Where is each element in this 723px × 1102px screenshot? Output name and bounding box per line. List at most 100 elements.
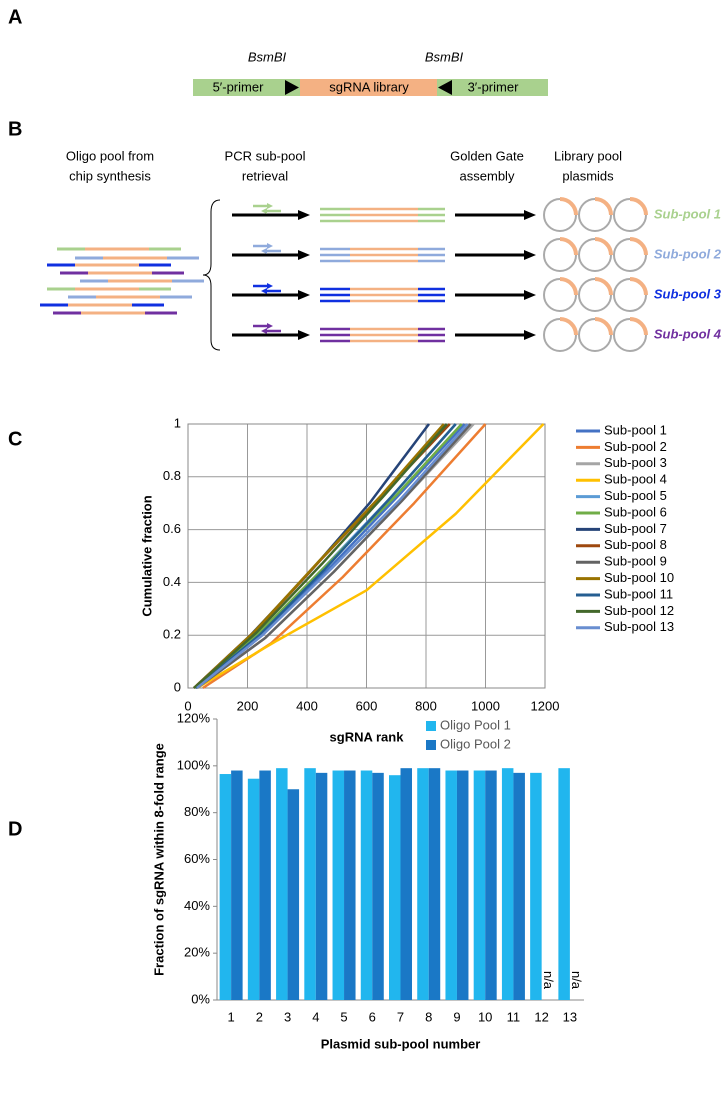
plasmid-insert bbox=[629, 237, 648, 256]
bar bbox=[276, 768, 288, 1000]
bar bbox=[304, 768, 316, 1000]
y-tick-label: 1 bbox=[174, 415, 181, 430]
step-heading: Library pool bbox=[554, 148, 622, 163]
series-line bbox=[196, 423, 472, 690]
bar bbox=[315, 772, 328, 1000]
y-tick-label: 100% bbox=[177, 757, 211, 772]
x-tick-label: 10 bbox=[478, 1009, 492, 1024]
primer-head bbox=[261, 248, 267, 254]
panel-label: C bbox=[8, 428, 22, 450]
x-tick-label: 3 bbox=[284, 1009, 291, 1024]
bar bbox=[219, 774, 232, 1000]
restriction-site: BsmBI bbox=[425, 49, 464, 64]
bar bbox=[513, 772, 525, 1000]
x-axis-title: sgRNA rank bbox=[330, 729, 405, 744]
bar bbox=[231, 770, 243, 1000]
primer-label: 5′-primer bbox=[213, 79, 265, 94]
bar bbox=[247, 778, 260, 1000]
bar bbox=[456, 770, 469, 1000]
primer-head bbox=[261, 288, 267, 294]
bar bbox=[344, 770, 356, 1000]
primer-head bbox=[261, 208, 267, 214]
site-marker bbox=[438, 80, 452, 95]
library-box bbox=[300, 79, 437, 96]
bar bbox=[259, 770, 271, 1000]
legend-label: Sub-pool 9 bbox=[604, 554, 667, 569]
bar bbox=[485, 770, 497, 1000]
x-tick-label: 800 bbox=[415, 698, 437, 713]
y-tick-label: 0 bbox=[174, 679, 181, 694]
plasmid-insert bbox=[629, 317, 648, 336]
legend-label: Sub-pool 5 bbox=[604, 488, 667, 503]
x-tick-label: 1 bbox=[227, 1009, 234, 1024]
step-heading: assembly bbox=[460, 168, 515, 183]
arrow-head bbox=[298, 210, 310, 220]
legend-swatch bbox=[426, 740, 436, 750]
bar bbox=[287, 789, 300, 1000]
site-marker bbox=[285, 80, 299, 95]
x-tick-label: 4 bbox=[312, 1009, 319, 1024]
bar bbox=[428, 768, 441, 1000]
x-tick-label: 7 bbox=[397, 1009, 404, 1024]
arrow-head bbox=[298, 250, 310, 260]
bar bbox=[372, 772, 384, 1000]
y-axis-title: Fraction of sgRNA within 8-fold range bbox=[151, 743, 166, 976]
x-tick-label: 6 bbox=[369, 1009, 376, 1024]
bar bbox=[417, 768, 429, 1000]
y-tick-label: 120% bbox=[177, 710, 211, 725]
plasmid-insert bbox=[629, 197, 648, 216]
bar bbox=[445, 770, 457, 1000]
series-line bbox=[193, 423, 463, 689]
x-tick-label: 600 bbox=[356, 698, 378, 713]
primer-head bbox=[261, 328, 267, 334]
series-line bbox=[193, 423, 430, 689]
step-heading: chip synthesis bbox=[69, 168, 151, 183]
x-axis-title: Plasmid sub-pool number bbox=[321, 1036, 481, 1051]
subpool-label: Sub-pool 1 bbox=[654, 206, 721, 221]
legend-label: Oligo Pool 2 bbox=[440, 736, 511, 751]
panel-label: D bbox=[8, 818, 22, 840]
legend-label: Sub-pool 3 bbox=[604, 455, 667, 470]
bar bbox=[360, 770, 373, 1000]
y-tick-label: 40% bbox=[184, 898, 210, 913]
arrow-head bbox=[298, 290, 310, 300]
library-label: sgRNA library bbox=[329, 79, 409, 94]
arrow-head bbox=[524, 210, 536, 220]
plasmid-insert bbox=[594, 317, 613, 336]
primer-head bbox=[267, 243, 273, 249]
plot-frame bbox=[187, 423, 546, 689]
bar bbox=[332, 770, 345, 1000]
series-line bbox=[193, 423, 448, 689]
arrow-head bbox=[524, 250, 536, 260]
bar bbox=[530, 772, 542, 1000]
arrow-head bbox=[524, 290, 536, 300]
y-tick-label: 20% bbox=[184, 945, 210, 960]
legend-label: Sub-pool 1 bbox=[604, 422, 667, 437]
subpool-label: Sub-pool 3 bbox=[654, 286, 722, 301]
step-heading: retrieval bbox=[242, 168, 288, 183]
primer-box bbox=[193, 79, 300, 96]
bar bbox=[389, 775, 401, 1000]
restriction-site: BsmBI bbox=[248, 49, 287, 64]
x-tick-label: 13 bbox=[563, 1009, 577, 1024]
legend-label: Oligo Pool 1 bbox=[440, 717, 511, 732]
legend-label: Sub-pool 8 bbox=[604, 537, 667, 552]
legend-label: Sub-pool 13 bbox=[604, 619, 674, 634]
y-tick-label: 0% bbox=[191, 991, 210, 1006]
arrow-head bbox=[524, 330, 536, 340]
x-tick-label: 2 bbox=[256, 1009, 263, 1024]
legend-label: Sub-pool 4 bbox=[604, 472, 667, 487]
step-heading: plasmids bbox=[562, 168, 614, 183]
plasmid-insert bbox=[594, 237, 613, 256]
primer-head bbox=[267, 203, 273, 209]
x-tick-label: 8 bbox=[425, 1009, 432, 1024]
plasmid-insert bbox=[629, 277, 648, 296]
plasmid-insert bbox=[594, 277, 613, 296]
y-tick-label: 80% bbox=[184, 804, 210, 819]
x-tick-label: 11 bbox=[507, 1009, 521, 1024]
brace bbox=[202, 199, 221, 351]
y-tick-label: 0.6 bbox=[163, 521, 181, 536]
value-label: n/a bbox=[569, 971, 584, 990]
bar bbox=[400, 768, 412, 1000]
